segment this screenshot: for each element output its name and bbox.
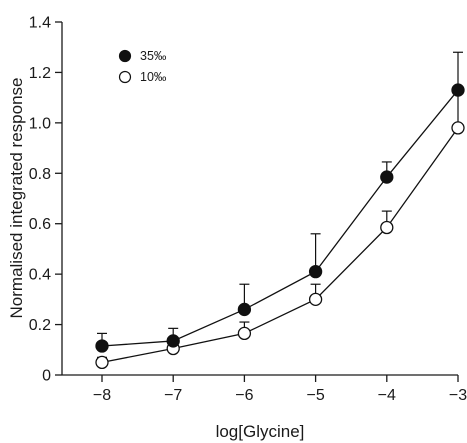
x-axis-label: log[Glycine] xyxy=(216,422,305,441)
x-tick-label: −3 xyxy=(449,387,467,404)
y-tick-label: 0.4 xyxy=(29,267,51,284)
x-ticks: −8 −7 −6 −5 −4 −3 xyxy=(93,375,467,404)
data-point xyxy=(166,334,180,348)
x-tick-label: −6 xyxy=(235,387,253,404)
legend-marker-10 xyxy=(118,70,132,84)
data-point xyxy=(237,302,252,317)
y-ticks: 0 0.2 0.4 0.6 0.8 1.0 1.2 1.4 xyxy=(29,15,62,385)
data-point xyxy=(451,83,465,97)
x-tick-label: −4 xyxy=(378,387,396,404)
data-point xyxy=(95,355,109,370)
data-point xyxy=(308,264,323,279)
data-point xyxy=(308,292,323,307)
x-tick-label: −7 xyxy=(164,387,182,404)
plot-area: 0 0.2 0.4 0.6 0.8 1.0 1.2 1.4 −8 −7 −6 −5 −4 −3 xyxy=(29,15,467,405)
series-line xyxy=(101,127,459,364)
legend: 35‰ 10‰ xyxy=(118,49,167,84)
y-tick-label: 1.2 xyxy=(29,65,51,82)
data-point xyxy=(95,339,109,353)
data-point xyxy=(380,170,394,184)
y-tick-label: 0.6 xyxy=(29,216,51,233)
series-line xyxy=(101,89,459,347)
data-point xyxy=(237,326,252,341)
y-tick-label: 1.4 xyxy=(29,15,51,32)
x-tick-label: −5 xyxy=(306,387,324,404)
legend-label-10: 10‰ xyxy=(140,70,167,84)
y-tick-label: 1.0 xyxy=(29,115,51,132)
y-axis-label: Normalised integrated response xyxy=(7,78,26,319)
series-layer xyxy=(95,51,465,370)
y-tick-label: 0.2 xyxy=(29,317,51,334)
y-tick-label: 0 xyxy=(42,368,51,385)
series-10 xyxy=(95,89,465,370)
legend-marker-35 xyxy=(118,49,132,63)
data-point xyxy=(451,121,465,135)
legend-label-35: 35‰ xyxy=(140,49,167,63)
series-35 xyxy=(95,51,465,353)
y-tick-label: 0.8 xyxy=(29,166,51,183)
data-point xyxy=(380,220,394,235)
x-tick-label: −8 xyxy=(93,387,111,404)
